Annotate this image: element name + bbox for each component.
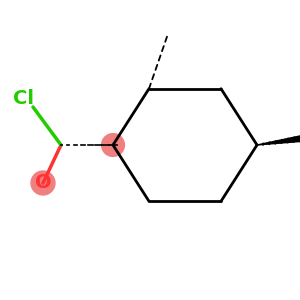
Circle shape [102,134,124,156]
Text: Cl: Cl [13,89,34,109]
Polygon shape [257,134,300,145]
Text: O: O [35,173,51,193]
Circle shape [31,171,55,195]
